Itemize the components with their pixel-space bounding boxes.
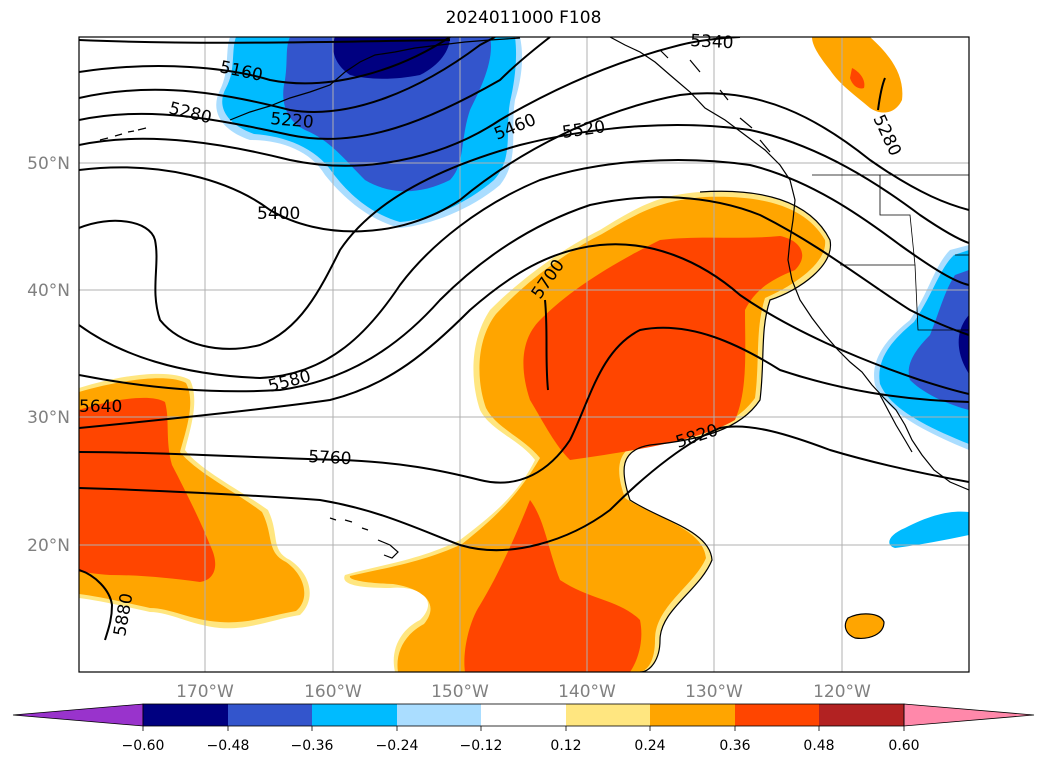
contour-label-5340: 5340 [690,31,734,53]
colorbar-segment-9 [819,704,904,726]
longitude-axis: 170°W 160°W 150°W 140°W 130°W 120°W [176,682,871,702]
height-contours [79,37,969,641]
lat-label-50n: 50°N [27,154,70,174]
colorbar-segment-8 [735,704,819,726]
warm-anomaly-east-pacific-red [523,236,803,460]
cold-anomaly-bering-blue [283,37,491,192]
colorbar-tick-label: −0.60 [122,738,165,754]
contour-label-5760: 5760 [308,447,352,469]
contour-label-5220: 5220 [270,109,315,133]
colorbar-segment-5 [481,704,566,726]
colorbar-tick-label: 0.24 [634,738,665,754]
lon-label-170w: 170°W [176,682,234,702]
colorbar-frame [142,703,905,727]
lon-label-150w: 150°W [431,682,489,702]
colorbar-ticks [142,726,905,731]
colorbar-over-triangle [903,703,1035,727]
colorbar-segment-4 [397,704,481,726]
warm-anomaly-british-columbia-red [850,68,865,89]
colorbar-segment-2 [228,704,312,726]
warm-anomaly-south-red [464,500,642,672]
latitude-axis: 50°N 40°N 30°N 20°N [27,154,70,556]
lon-label-140w: 140°W [558,682,616,702]
colorbar-tick-label: −0.36 [291,738,334,754]
lat-label-20n: 20°N [27,536,70,556]
colorbar-tick-label: 0.12 [550,738,581,754]
cold-anomaly-mexico [889,511,969,548]
plot-frame [78,36,970,673]
map-title: 2024011000 F108 [445,8,602,28]
political-borders [812,174,969,331]
contour-label-5640: 5640 [79,397,122,417]
contour-label-5400: 5400 [257,204,300,224]
warm-anomaly-small-south [845,613,884,639]
coastlines [99,37,969,672]
colorbar-under-triangle [12,703,144,727]
colorbar-segment-3 [312,704,397,726]
lon-label-130w: 130°W [685,682,743,702]
colorbar-tick-label: −0.24 [376,738,419,754]
colorbar-tick-label: 0.60 [888,738,919,754]
colorbar-tick-label: −0.12 [460,738,503,754]
lon-label-160w: 160°W [304,682,362,702]
lon-label-120w: 120°W [813,682,871,702]
lat-label-40n: 40°N [27,281,70,301]
colorbar-tick-label: 0.48 [803,738,834,754]
colorbar-tick-label: −0.48 [207,738,250,754]
colorbar-segment-1 [143,704,228,726]
cold-anomaly-southwest-us-blue [908,270,969,410]
colorbar-segment-7 [650,704,735,726]
colorbar-tick-label: 0.36 [719,738,750,754]
lat-label-30n: 30°N [27,408,70,428]
colorbar: −0.60 −0.48 −0.36 −0.24 −0.12 0.12 0.24 … [12,703,1035,754]
colorbar-segment-6 [566,704,650,726]
